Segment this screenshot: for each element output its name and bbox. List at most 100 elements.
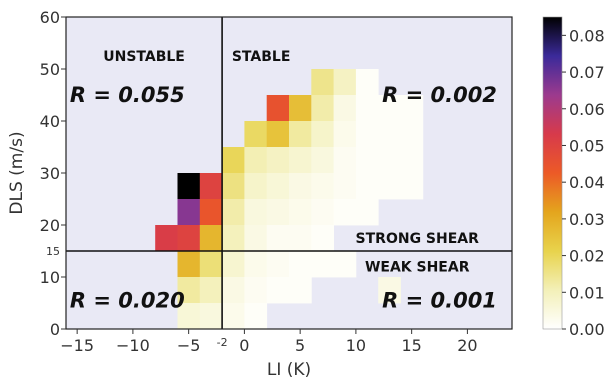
heatmap-cell [289, 95, 312, 122]
heatmap-cell [266, 225, 290, 252]
heatmap-cell [289, 277, 312, 304]
heatmap-cell [177, 225, 201, 252]
heatmap-cell [244, 121, 268, 148]
heatmap-cell [311, 251, 334, 278]
heatmap-cell [378, 173, 401, 200]
heatmap-cell [311, 147, 334, 174]
heatmap-cell [155, 225, 178, 252]
heatmap-cell [378, 147, 401, 174]
heatmap-cell [266, 147, 290, 174]
heatmap-cells [155, 69, 424, 330]
heatmap-cell [222, 277, 245, 304]
heatmap-cell [222, 199, 245, 226]
heatmap-cell [378, 277, 401, 304]
colorbar-tick-label: 0.04 [569, 173, 605, 192]
x-tick-label: 15 [401, 336, 421, 355]
heatmap-cell [333, 69, 357, 96]
heatmap-cell [289, 121, 312, 148]
heatmap-cell [355, 95, 379, 122]
correlation-label: R = 0.055 [70, 83, 185, 107]
heatmap-cell [222, 147, 245, 174]
heatmap-cell [333, 147, 357, 174]
heatmap-cell [177, 173, 201, 200]
colorbar-tick-label: 0.02 [569, 247, 605, 266]
heatmap-cell [289, 147, 312, 174]
region-label: STABLE [232, 49, 291, 65]
heatmap-cell [244, 225, 268, 252]
y-tick-label: 10 [40, 268, 60, 287]
colorbar [542, 16, 563, 330]
heatmap-cell [289, 199, 312, 226]
annotations: UNSTABLE STABLE STRONG SHEAR WEAK SHEAR R = … [70, 49, 497, 312]
x-tick-label: 10 [346, 336, 366, 355]
heatmap-cell [311, 69, 334, 96]
heatmap-cell [355, 69, 379, 96]
heatmap-cell [289, 225, 312, 252]
heatmap-cell [311, 121, 334, 148]
colorbar-tick-label: 0.06 [569, 100, 605, 119]
correlation-label: R = 0.001 [382, 288, 497, 312]
heatmap-cell [400, 147, 424, 174]
x-tick-label: 0 [239, 336, 249, 355]
heatmap-cell [199, 303, 223, 330]
x-axis-label: LI (K) [267, 360, 311, 380]
heatmap-cell [400, 95, 424, 122]
heatmap-cell [355, 173, 379, 200]
heatmap-cell [333, 199, 357, 226]
x-tick-label-threshold: -2 [217, 336, 228, 349]
colorbar-tick-label: 0.03 [569, 210, 605, 229]
heatmap-cell [400, 121, 424, 148]
region-label: UNSTABLE [103, 49, 185, 65]
heatmap-cell [244, 303, 268, 330]
colorbar-tick-label: 0.08 [569, 26, 605, 45]
heatmap-cell [199, 251, 223, 278]
heatmap-cell [177, 199, 201, 226]
x-tick-label: −15 [60, 336, 94, 355]
colorbar-tick-label: 0.05 [569, 136, 605, 155]
correlation-label: R = 0.020 [70, 288, 185, 312]
heatmap-cell [355, 199, 379, 226]
heatmap-cell [222, 303, 245, 330]
heatmap-cell [266, 173, 290, 200]
x-tick-label: −10 [116, 336, 150, 355]
heatmap-cell [378, 95, 401, 122]
x-tick-label: 20 [457, 336, 477, 355]
heatmap-cell [199, 225, 223, 252]
heatmap-cell [199, 173, 223, 200]
y-tick-label: 30 [40, 164, 60, 183]
y-tick-label: 40 [40, 112, 60, 131]
region-label: WEAK SHEAR [365, 260, 470, 276]
threshold-lines [66, 17, 512, 329]
heatmap-cell [311, 95, 334, 122]
heatmap-cell [311, 199, 334, 226]
heatmap-cell [400, 173, 424, 200]
correlation-label: R = 0.002 [382, 83, 497, 107]
heatmap-cell [222, 225, 245, 252]
heatmap-cell [311, 225, 334, 252]
heatmap-cell [244, 173, 268, 200]
heatmap-cell [177, 251, 201, 278]
heatmap-cell [244, 251, 268, 278]
heatmap-cell [333, 173, 357, 200]
heatmap-cell [289, 251, 312, 278]
heatmap-cell [244, 277, 268, 304]
heatmap-cell [311, 173, 334, 200]
axis-ticks: −15 −10 −5 0 5 10 15 20 -2 0 10 20 30 40 50 60 15 [40, 8, 478, 355]
heatmap-cell [333, 95, 357, 122]
heatmap-cell [266, 277, 290, 304]
y-tick-label-threshold: 15 [46, 245, 60, 258]
heatmap-cell [199, 199, 223, 226]
heatmap-cell [378, 121, 401, 148]
heatmap-cell [266, 121, 290, 148]
y-tick-label: 0 [50, 320, 60, 339]
heatmap-cell [177, 303, 201, 330]
region-label: STRONG SHEAR [356, 231, 480, 247]
colorbar-tick-label: 0.00 [569, 320, 605, 339]
y-axis-label: DLS (m/s) [7, 131, 27, 214]
heatmap-cell [289, 173, 312, 200]
heatmap-cell [355, 147, 379, 174]
heatmap-cell [355, 121, 379, 148]
y-tick-label: 60 [40, 8, 60, 27]
heatmap-cell [266, 199, 290, 226]
heatmap-cell [333, 251, 357, 278]
